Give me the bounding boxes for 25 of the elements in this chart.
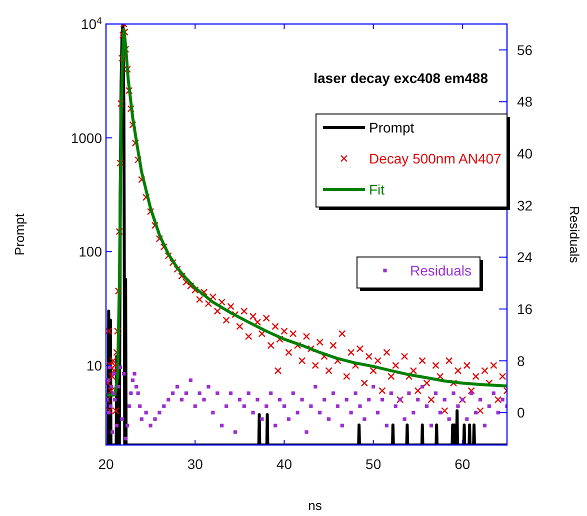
y2-axis-title: Residuals bbox=[567, 206, 582, 264]
y2-tick-label: 40 bbox=[517, 146, 533, 162]
y2-tick-label: 0 bbox=[517, 404, 525, 421]
y2-tick-label: 16 bbox=[517, 300, 533, 317]
y2-tick-label: 32 bbox=[517, 197, 533, 214]
legend-label: Decay 500nm AN407 bbox=[369, 150, 502, 166]
x-tick-label: 40 bbox=[276, 456, 292, 472]
x-tick-label: 30 bbox=[187, 456, 204, 472]
y-tick-label: 1000 bbox=[70, 130, 102, 146]
legend-label: Prompt bbox=[369, 120, 414, 136]
text: laser decay exc408 em488 bbox=[314, 70, 488, 86]
legend-label: Fit bbox=[369, 182, 385, 198]
y-axis-title: Prompt bbox=[12, 213, 27, 256]
y-tick-label: 10$^{4}$ bbox=[80, 16, 103, 32]
y2-tick-label: 24 bbox=[517, 249, 533, 266]
x-axis-title: ns bbox=[308, 498, 322, 513]
y-tick-label: 10 bbox=[86, 357, 102, 374]
x-tick-label: 50 bbox=[366, 456, 382, 472]
legend-label: Residuals bbox=[410, 262, 472, 278]
x-tick-label: 60 bbox=[454, 456, 470, 472]
y2-tick-label: 56 bbox=[517, 42, 533, 58]
y2-tick-label: 8 bbox=[517, 352, 525, 369]
y2-tick-label: 48 bbox=[517, 94, 533, 110]
y-tick-label: 100 bbox=[78, 244, 102, 260]
x-tick-label: 20 bbox=[98, 456, 114, 472]
